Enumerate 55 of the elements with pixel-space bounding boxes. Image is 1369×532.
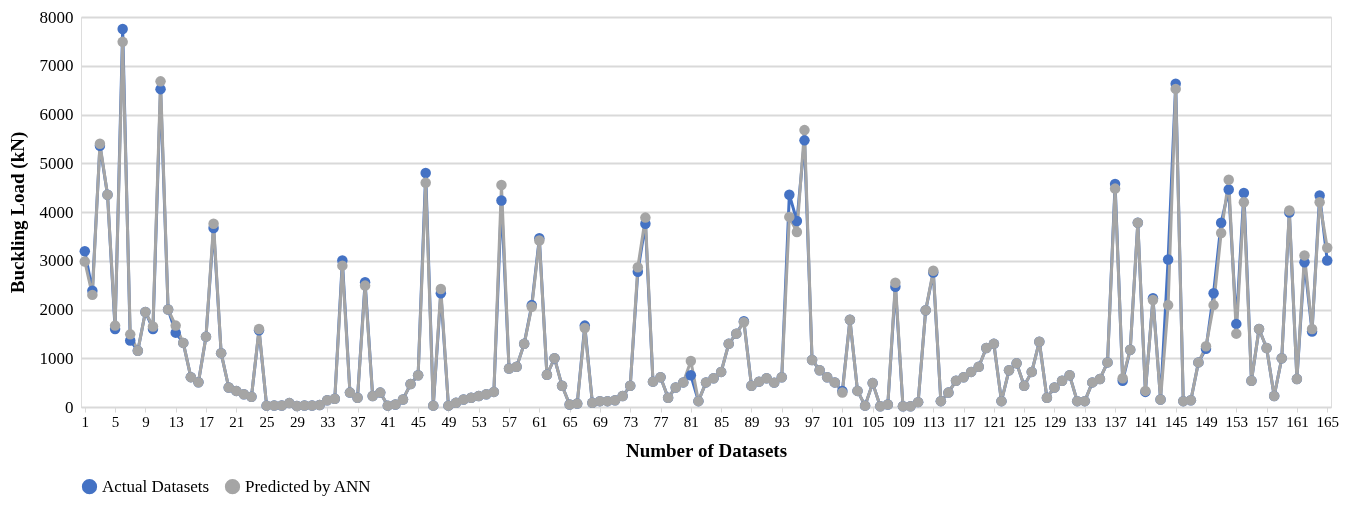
y-tick-label: 8000 xyxy=(39,7,74,27)
x-tick-label: 41 xyxy=(380,413,396,430)
x-axis-title: Number of Datasets xyxy=(625,439,788,461)
x-tick-label: 137 xyxy=(1104,413,1128,430)
x-tick-label: 49 xyxy=(441,413,457,430)
x-tick-label: 125 xyxy=(1013,413,1036,430)
x-tick-label: 69 xyxy=(592,413,608,430)
x-tick-label: 117 xyxy=(953,413,976,430)
x-tick-label: 149 xyxy=(1195,413,1218,430)
x-tick-label: 13 xyxy=(168,413,184,430)
x-tick-label: 9 xyxy=(142,413,150,430)
x-tick-label: 105 xyxy=(861,413,885,430)
x-tick-label: 77 xyxy=(653,413,670,430)
x-tick-label: 29 xyxy=(289,413,305,430)
x-tick-label: 141 xyxy=(1134,413,1158,430)
x-tick-label: 17 xyxy=(199,413,215,430)
x-tick-label: 121 xyxy=(983,413,1006,430)
x-tick-label: 89 xyxy=(744,413,760,430)
x-tick-label: 85 xyxy=(714,413,730,430)
x-tick-label: 161 xyxy=(1286,413,1309,430)
y-tick-label: 3000 xyxy=(39,251,74,271)
y-tick-label: 0 xyxy=(65,397,74,417)
x-tick-label: 165 xyxy=(1316,413,1339,430)
x-tick-label: 81 xyxy=(683,413,699,430)
x-tick-label: 33 xyxy=(320,413,336,430)
x-tick-label: 57 xyxy=(502,413,518,430)
y-tick-label: 7000 xyxy=(39,56,74,76)
x-tick-label: 129 xyxy=(1043,413,1067,430)
y-tick-label: 5000 xyxy=(39,153,74,173)
y-tick-label: 1000 xyxy=(39,348,74,368)
x-tick-label: 25 xyxy=(259,413,275,430)
x-tick-label: 93 xyxy=(774,413,790,430)
x-tick-label: 109 xyxy=(892,413,915,430)
legend-label: Predicted by ANN xyxy=(245,476,371,496)
x-tick-label: 61 xyxy=(532,413,548,430)
x-tick-label: 153 xyxy=(1225,413,1249,430)
x-tick-label: 65 xyxy=(562,413,578,430)
x-tick-label: 101 xyxy=(831,413,855,430)
y-tick-label: 4000 xyxy=(39,202,74,222)
x-tick-label: 21 xyxy=(229,413,245,430)
y-tick-label: 2000 xyxy=(39,300,74,319)
x-tick-label: 145 xyxy=(1164,413,1188,430)
x-tick-label: 1 xyxy=(81,413,90,430)
x-tick-label: 45 xyxy=(411,413,427,430)
y-axis-title: Buckling Load (kN) xyxy=(6,131,29,294)
x-tick-label: 5 xyxy=(111,413,120,430)
x-tick-label: 53 xyxy=(471,413,487,430)
x-tick-label: 133 xyxy=(1074,413,1097,430)
y-tick-label: 6000 xyxy=(39,105,74,124)
x-tick-label: 97 xyxy=(805,413,821,430)
legend-label: Actual Datasets xyxy=(102,476,210,496)
x-tick-label: 73 xyxy=(623,413,639,430)
x-tick-label: 113 xyxy=(922,413,945,430)
x-tick-label: 157 xyxy=(1255,413,1279,430)
x-tick-label: 37 xyxy=(350,413,367,430)
